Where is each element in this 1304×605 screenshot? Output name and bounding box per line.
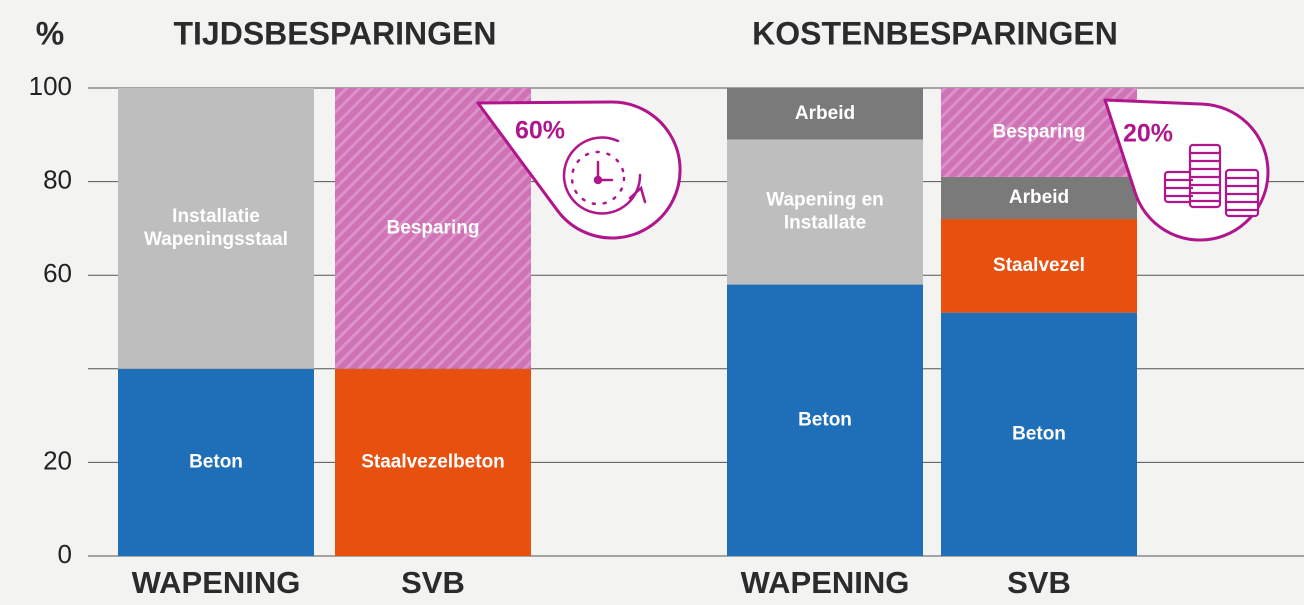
- bar-segment: [118, 88, 314, 369]
- segment-label: Staalvezel: [993, 255, 1085, 276]
- bar-segment: [941, 176, 1137, 220]
- chart-title: KOSTENBESPARINGEN: [752, 15, 1118, 51]
- coins-icon: [1163, 143, 1260, 218]
- bar-segment: [727, 139, 923, 285]
- y-tick-label: 80: [43, 164, 72, 194]
- segment-label: Installatie Wapeningsstaal: [144, 206, 288, 250]
- bar-segment: [941, 88, 1137, 177]
- y-tick-label: 100: [29, 71, 72, 101]
- segment-label: Beton: [798, 409, 852, 430]
- y-tick-label: 20: [43, 445, 72, 475]
- bar-segment: [118, 368, 314, 556]
- badge-label: 20%: [1123, 120, 1173, 148]
- bar-segment: [335, 88, 531, 369]
- segment-label: Besparing: [993, 121, 1086, 142]
- badges: 60% 20%: [476, 98, 1270, 242]
- bar-segment: [941, 219, 1137, 313]
- x-tick-label: WAPENING: [741, 565, 910, 600]
- clock-icon: [562, 136, 647, 215]
- x-tick-label: WAPENING: [132, 565, 301, 600]
- badge-label: 60%: [515, 117, 565, 145]
- segment-label: Wapening en Installate: [766, 190, 884, 234]
- segment-label: Beton: [1012, 423, 1066, 444]
- y-tick-label: 60: [43, 258, 72, 288]
- bar-segment: [727, 284, 923, 556]
- chart-title: TIJDSBESPARINGEN: [173, 15, 496, 51]
- segment-label: Besparing: [387, 217, 480, 238]
- segment-label: Beton: [189, 451, 243, 472]
- plot-area: 0 20 60 80 100% TIJDSBESPARINGEN WAPENING Beton…: [29, 15, 1304, 600]
- y-tick-label: 0: [58, 539, 72, 569]
- x-tick-label: SVB: [1007, 565, 1071, 600]
- bar-segment: [727, 88, 923, 140]
- bar-segment: [941, 312, 1137, 556]
- bar-segment: [335, 368, 531, 556]
- badge: [476, 100, 682, 240]
- segment-label: Arbeid: [795, 103, 855, 124]
- y-axis-label: %: [36, 15, 64, 51]
- segment-label: Staalvezelbeton: [361, 451, 505, 472]
- x-tick-label: SVB: [401, 565, 465, 600]
- segment-label: Arbeid: [1009, 187, 1069, 208]
